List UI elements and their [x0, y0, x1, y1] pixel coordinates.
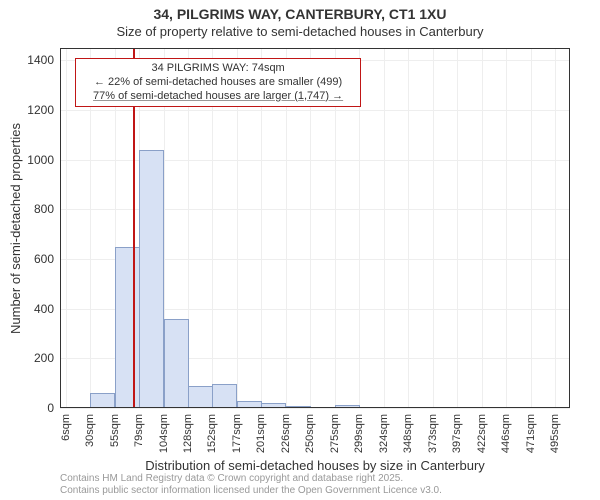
- y-tick-label: 1200: [27, 103, 54, 117]
- x-tick-label: 275sqm: [329, 414, 341, 453]
- x-tick-label: 373sqm: [427, 414, 439, 453]
- y-tick-label: 200: [34, 351, 54, 365]
- y-tick-label: 0: [47, 401, 54, 415]
- x-tick-label: 177sqm: [231, 414, 243, 453]
- x-tick-label: 299sqm: [353, 414, 365, 453]
- x-tick-label: 30sqm: [84, 414, 96, 447]
- x-tick-label: 226sqm: [280, 414, 292, 453]
- x-tick-label: 250sqm: [304, 414, 316, 453]
- x-tick-label: 152sqm: [206, 414, 218, 453]
- histogram-plot: Number of semi-detached properties Distr…: [60, 48, 570, 408]
- title-line2: Size of property relative to semi-detach…: [0, 24, 600, 39]
- x-tick-label: 422sqm: [476, 414, 488, 453]
- x-tick-label: 201sqm: [255, 414, 267, 453]
- title-block: 34, PILGRIMS WAY, CANTERBURY, CT1 1XU Si…: [0, 0, 600, 39]
- x-tick-label: 104sqm: [158, 414, 170, 453]
- x-axis-title: Distribution of semi-detached houses by …: [60, 458, 570, 473]
- y-axis-title: Number of semi-detached properties: [8, 48, 22, 408]
- x-tick-label: 495sqm: [549, 414, 561, 453]
- x-tick-label: 446sqm: [500, 414, 512, 453]
- x-tick-label: 397sqm: [451, 414, 463, 453]
- y-tick-label: 1400: [27, 53, 54, 67]
- y-tick-label: 800: [34, 202, 54, 216]
- footer-line1: Contains HM Land Registry data © Crown c…: [60, 473, 442, 485]
- footer: Contains HM Land Registry data © Crown c…: [60, 473, 442, 497]
- title-line1: 34, PILGRIMS WAY, CANTERBURY, CT1 1XU: [0, 6, 600, 22]
- gridline-h: [60, 408, 570, 409]
- y-tick-label: 600: [34, 252, 54, 266]
- x-tick-label: 348sqm: [402, 414, 414, 453]
- x-tick-label: 55sqm: [109, 414, 121, 447]
- x-tick-label: 471sqm: [525, 414, 537, 453]
- x-tick-label: 6sqm: [60, 414, 72, 441]
- y-axis-title-text: Number of semi-detached properties: [8, 123, 23, 334]
- y-tick-label: 1000: [27, 153, 54, 167]
- footer-line2: Contains public sector information licen…: [60, 485, 442, 497]
- x-tick-label: 128sqm: [182, 414, 194, 453]
- x-tick-label: 79sqm: [133, 414, 145, 447]
- plot-frame: [60, 48, 570, 408]
- y-tick-label: 400: [34, 302, 54, 316]
- x-tick-label: 324sqm: [378, 414, 390, 453]
